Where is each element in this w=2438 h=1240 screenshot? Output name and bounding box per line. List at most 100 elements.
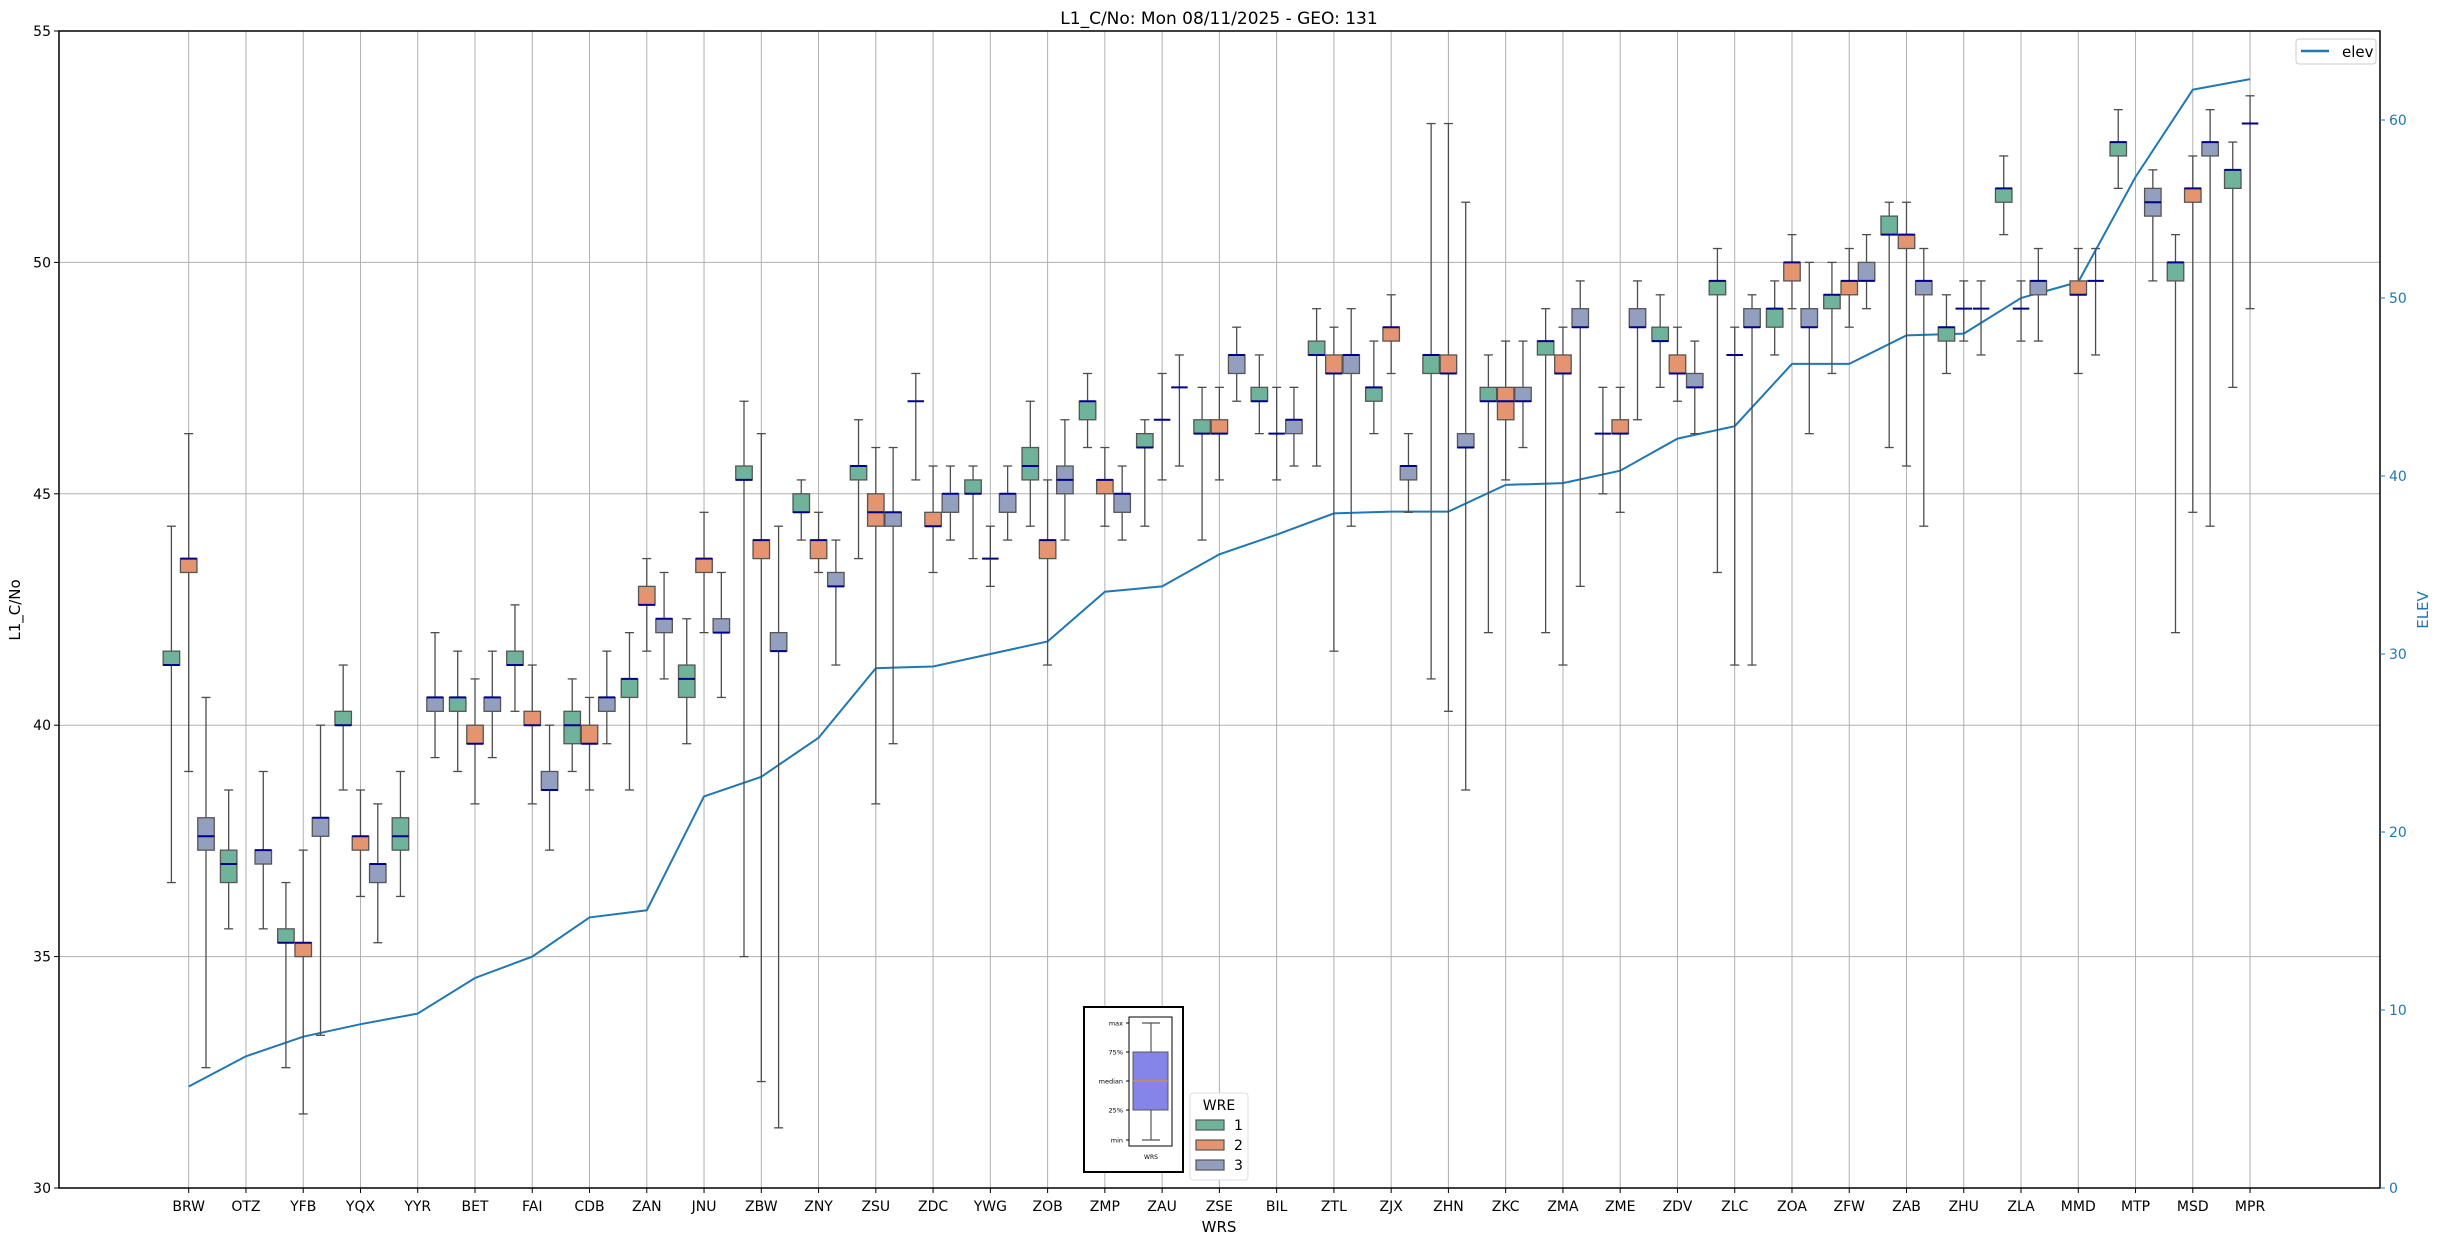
iqr-box: [941, 493, 960, 513]
iqr-box: [1554, 354, 1572, 375]
box-ZHN-wre2: [1439, 122, 1458, 712]
box-ZJX-wre3: [1399, 432, 1418, 513]
iqr-box: [334, 710, 353, 726]
iqr-box: [1021, 446, 1040, 481]
iqr-box: [1800, 308, 1819, 328]
iqr-box: [563, 710, 582, 745]
box-YQX-wre3: [368, 803, 387, 944]
key-label-3: 25%: [1109, 1107, 1123, 1115]
box-ZTL-wre1: [1307, 308, 1326, 467]
x-tick-label: ZDV: [1663, 1199, 1693, 1215]
iqr-box: [311, 817, 330, 837]
iqr-box: [2109, 141, 2128, 157]
y-tick-label: 40: [33, 718, 51, 734]
iqr-box: [1765, 308, 1784, 328]
box-BIL-wre2: [1268, 386, 1285, 481]
box-ZDV-wre2: [1668, 326, 1687, 402]
iqr-box: [391, 817, 410, 851]
box-ZNY-wre1: [792, 479, 811, 541]
grid-lines: [59, 30, 2380, 1189]
iqr-box: [1038, 539, 1057, 560]
box-YFB-wre3: [311, 724, 330, 1036]
iqr-box: [1840, 280, 1859, 296]
right-y-tick-label: 30: [2389, 647, 2407, 663]
box-ZDC-wre2: [924, 465, 942, 574]
box-series: [162, 95, 2259, 1129]
box-YQX-wre2: [351, 789, 370, 898]
box-ZME-wre1: [1594, 386, 1612, 495]
iqr-box: [769, 631, 788, 652]
x-tick-label: ZOB: [1032, 1199, 1062, 1215]
iqr-box: [1823, 294, 1841, 310]
iqr-box: [277, 928, 295, 944]
box-ZSE-wre2: [1210, 386, 1229, 481]
iqr-box: [426, 696, 444, 712]
iqr-box: [1078, 400, 1097, 421]
key-label-4: min: [1111, 1137, 1123, 1145]
box-ZFW-wre3: [1857, 233, 1876, 310]
box-YQX-wre1: [334, 664, 353, 791]
box-JNU-wre1: [677, 618, 696, 745]
box-YFB-wre2: [294, 849, 313, 1115]
box-ZAU-wre1: [1135, 419, 1154, 527]
box-ZLA-wre2: [2012, 280, 2030, 342]
x-tick-label: BIL: [1266, 1199, 1288, 1215]
box-ZLC-wre2: [1726, 326, 1743, 666]
box-ZKC-wre1: [1479, 354, 1498, 634]
box-BET-wre2: [466, 678, 484, 805]
y-tick-label: 55: [33, 24, 51, 40]
x-tick-label: YFB: [289, 1199, 316, 1215]
box-YWG-wre3: [998, 465, 1017, 541]
x-tick-label: YYR: [403, 1199, 431, 1215]
iqr-box: [1937, 326, 1956, 342]
box-ZAN-wre1: [620, 631, 639, 791]
box-ZAB-wre2: [1897, 201, 1916, 467]
box-ZTL-wre2: [1325, 326, 1343, 652]
iqr-box: [1095, 479, 1114, 495]
iqr-box: [1897, 233, 1916, 250]
box-FAI-wre3: [540, 724, 559, 851]
box-ZJX-wre2: [1382, 294, 1401, 375]
iqr-box: [597, 696, 616, 712]
box-ZMP-wre2: [1095, 446, 1114, 527]
x-tick-label: ZAN: [632, 1199, 662, 1215]
box-BET-wre3: [483, 650, 502, 759]
iqr-box: [1571, 308, 1590, 328]
x-tick-label: YWG: [973, 1199, 1007, 1215]
iqr-box: [1783, 261, 1801, 282]
x-tick-label: ZTL: [1321, 1199, 1347, 1215]
box-ZAN-wre3: [655, 571, 673, 680]
x-tick-label: FAI: [522, 1199, 542, 1215]
iqr-box: [1285, 419, 1303, 435]
y-tick-label: 45: [33, 487, 51, 503]
x-tick-label: ZBW: [745, 1199, 778, 1215]
x-tick-label: ZME: [1605, 1199, 1636, 1215]
iqr-box: [677, 664, 696, 699]
iqr-box: [998, 493, 1017, 513]
iqr-box: [695, 557, 713, 574]
x-tick-label: BET: [461, 1199, 488, 1215]
right-y-tick-label: 10: [2389, 1003, 2407, 1019]
box-BRW-wre2: [179, 432, 198, 773]
box-MSD-wre2: [2183, 155, 2202, 513]
iqr-box: [466, 724, 484, 745]
box-ZOB-wre1: [1021, 400, 1040, 527]
right-y-tick-label: 40: [2389, 469, 2407, 485]
iqr-box: [2166, 261, 2185, 282]
boxplot-key-inset: max 75% median 25% min WRS: [1083, 1006, 1184, 1173]
iqr-box: [1210, 419, 1229, 435]
iqr-box: [1651, 326, 1670, 342]
iqr-box: [866, 493, 885, 527]
iqr-box: [1364, 386, 1383, 402]
wre-legend-swatch-2: [1195, 1139, 1225, 1151]
iqr-box: [1628, 308, 1647, 328]
right-y-axis-label: ELEV: [2414, 590, 2432, 628]
iqr-box: [580, 724, 599, 745]
x-tick-label: ZHU: [1949, 1199, 1979, 1215]
x-tick-label: ZNY: [804, 1199, 833, 1215]
iqr-box: [219, 849, 238, 884]
box-YYR-wre1: [391, 770, 410, 898]
box-ZDC-wre1: [907, 372, 925, 481]
box-ZDC-wre3: [941, 465, 960, 541]
